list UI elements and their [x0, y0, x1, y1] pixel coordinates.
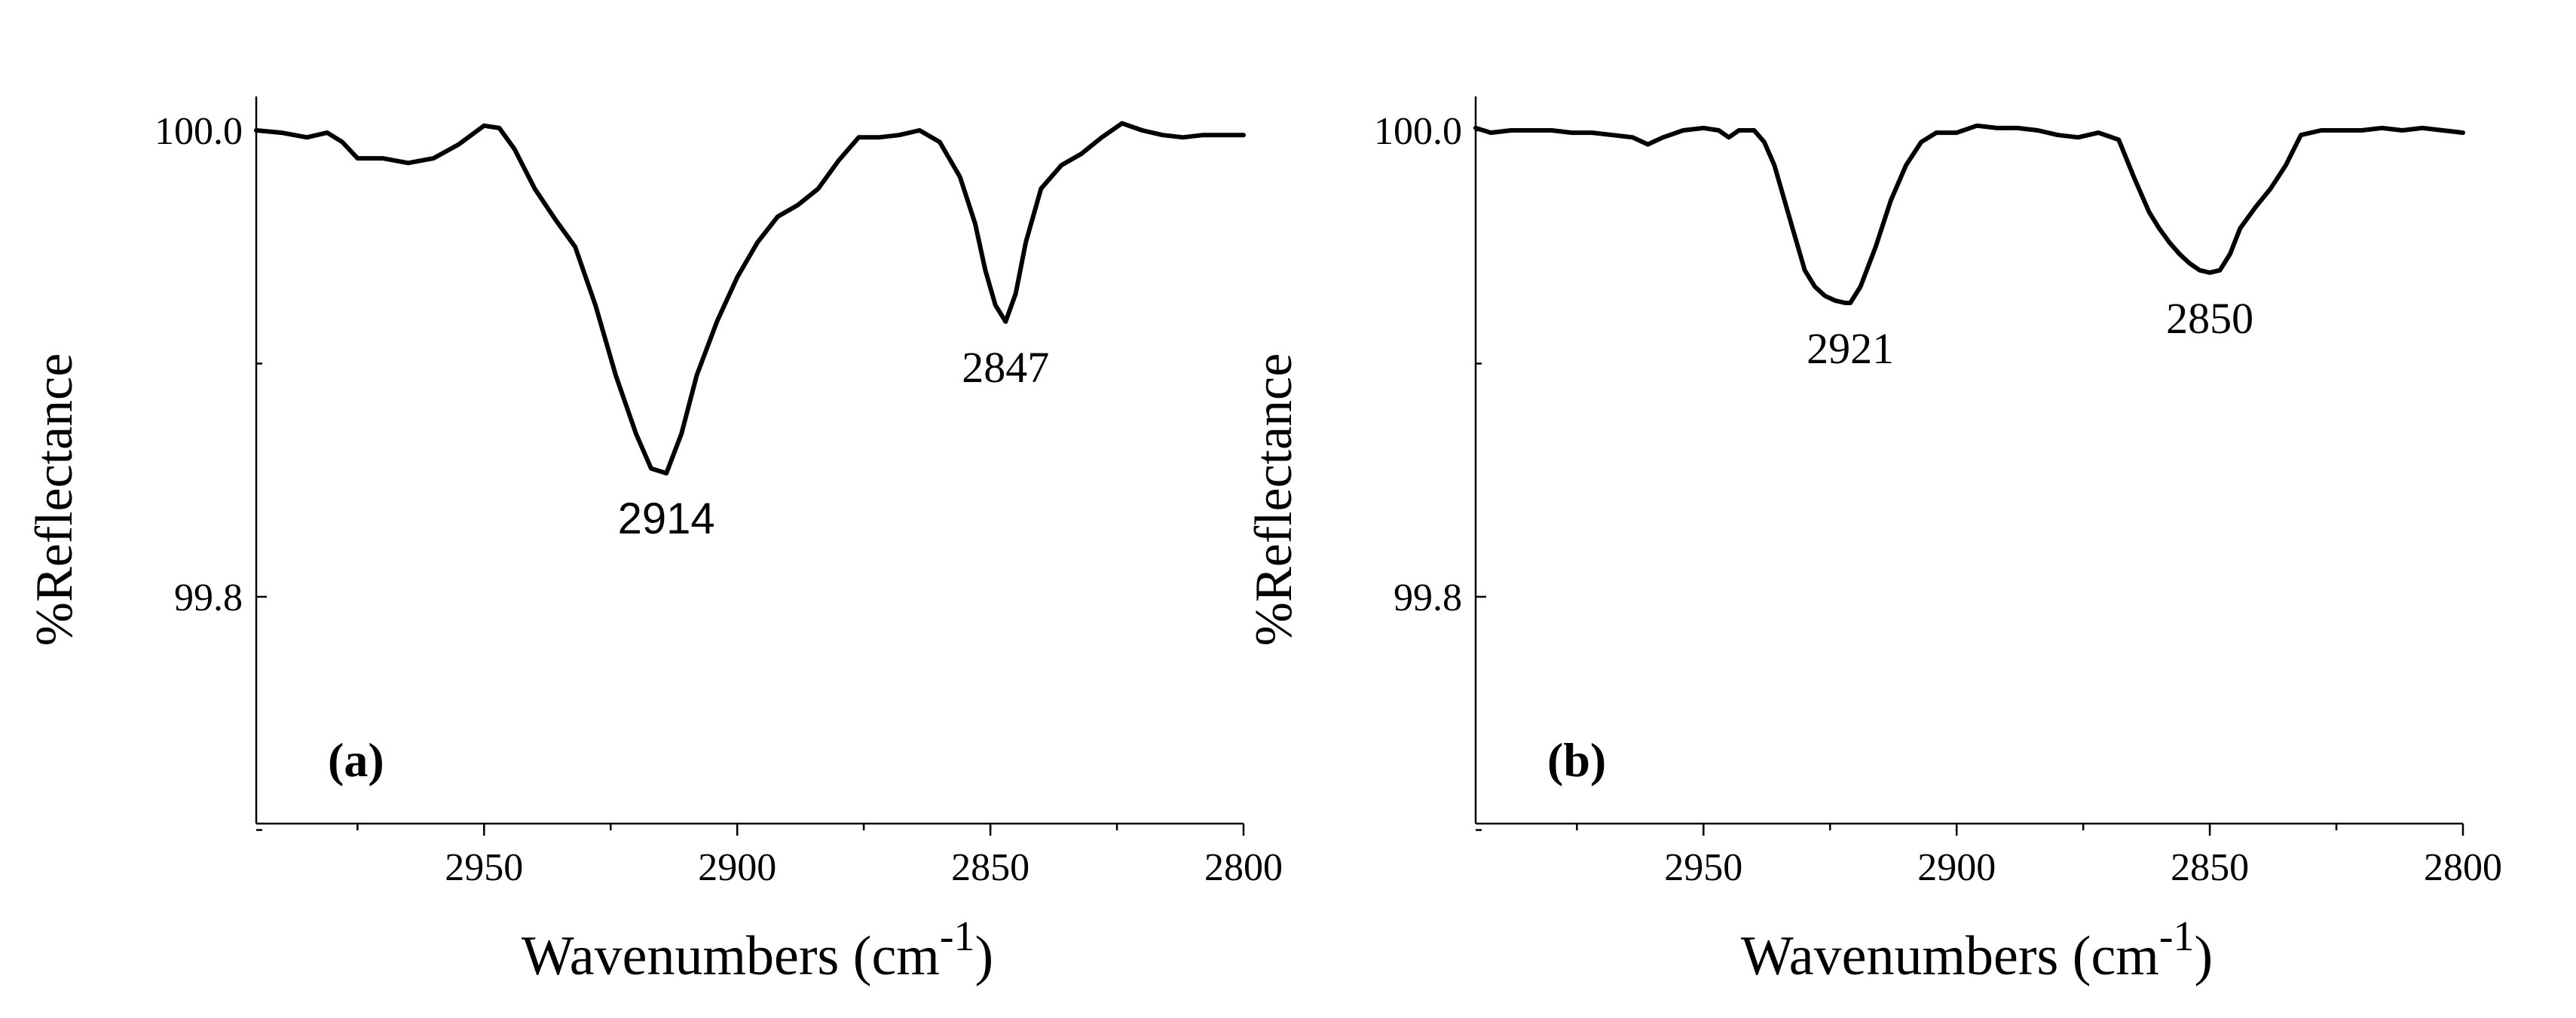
spectrum-line — [254, 121, 1246, 475]
x-axis-title: Wavenumbers (cm-1) — [1741, 913, 2213, 987]
peak-label-2921: 2921 — [1807, 324, 1894, 373]
x-axis-title-superscript: -1 — [940, 913, 975, 960]
y-tick-label: 99.8 — [1394, 576, 1462, 619]
x-axis-title-superscript: -1 — [2159, 913, 2195, 960]
x-axis-title-main: Wavenumbers (cm — [522, 925, 940, 987]
x-tick-label: 2950 — [1664, 846, 1742, 889]
x-tick-label: 2900 — [1917, 846, 1996, 889]
x-axis-title: Wavenumbers (cm-1) — [522, 913, 993, 987]
x-tick-label: 2800 — [1204, 846, 1283, 889]
peak-label-2914: 2914 — [618, 494, 715, 543]
panel-label: (b) — [1547, 733, 1606, 787]
y-tick-label: 100.0 — [154, 110, 243, 153]
peak-label-2847: 2847 — [962, 343, 1049, 392]
x-axis-title-close: ) — [2195, 925, 2213, 987]
y-tick-label: 100.0 — [1374, 110, 1462, 153]
x-tick-label: 2850 — [951, 846, 1029, 889]
y-axis-title: %Reflectance — [1245, 353, 1303, 647]
spectrum-line — [1473, 123, 2465, 305]
panel-b: 2950 2900 2850 2800 100.0 99.8 %Reflectance Wav… — [1245, 96, 2502, 987]
x-axis-title-close: ) — [975, 925, 994, 987]
x-axis-title-main: Wavenumbers (cm — [1741, 925, 2159, 987]
panel-label: (a) — [328, 733, 384, 787]
y-axis-title: %Reflectance — [26, 353, 84, 647]
y-tick-label: 99.8 — [174, 576, 243, 619]
panel-a: 2950 2900 2850 2800 100.0 99.8 %Reflectance Wav… — [26, 96, 1283, 987]
x-tick-label: 2900 — [698, 846, 776, 889]
x-tick-label: 2950 — [445, 846, 523, 889]
peak-label-2850: 2850 — [2166, 294, 2253, 343]
x-tick-label: 2850 — [2171, 846, 2249, 889]
x-tick-label: 2800 — [2424, 846, 2502, 889]
